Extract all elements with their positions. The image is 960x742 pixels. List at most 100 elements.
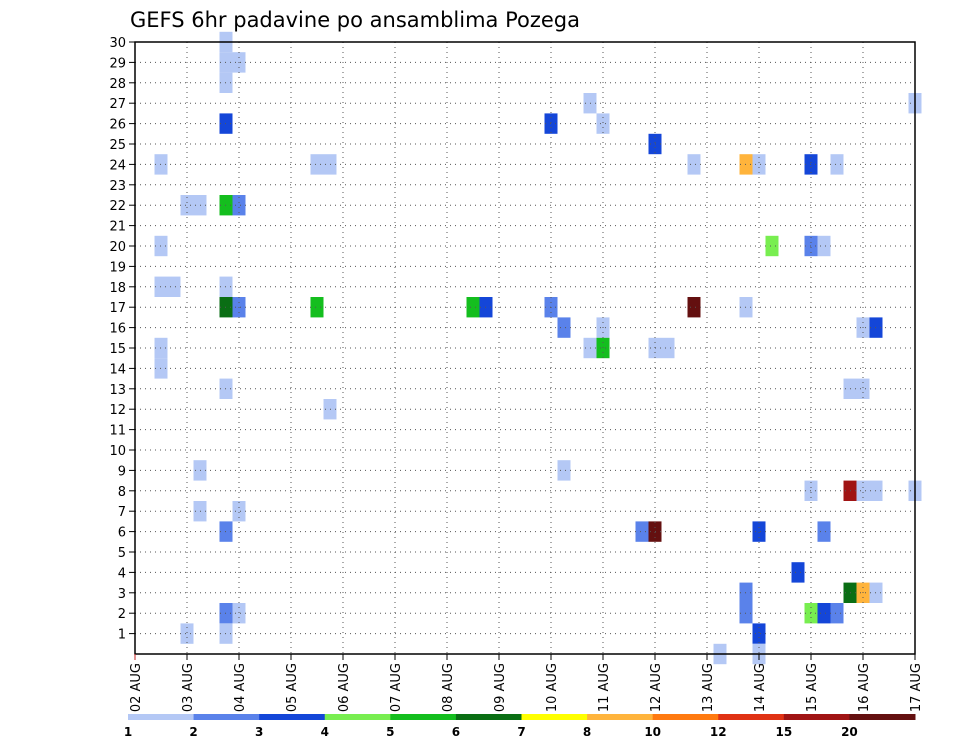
y-tick-label: 1 <box>118 628 126 643</box>
x-tick-label: 04 AUG <box>233 663 248 712</box>
x-tick-label: 10 AUG <box>545 663 560 712</box>
colorbar-swatch <box>718 714 785 720</box>
y-tick-label: 21 <box>109 220 126 235</box>
colorbar-label: 6 <box>452 725 460 739</box>
x-tick-label: 07 AUG <box>389 663 404 712</box>
data-cell <box>661 337 675 359</box>
y-tick-label: 19 <box>109 260 126 275</box>
colorbar-label: 12 <box>710 725 727 739</box>
x-tick-label: 08 AUG <box>441 663 456 712</box>
y-tick-label: 13 <box>109 383 126 398</box>
y-tick-label: 20 <box>109 240 126 255</box>
y-tick-label: 18 <box>109 281 126 296</box>
data-cell <box>232 501 246 522</box>
x-tick-label: 16 AUG <box>857 663 872 712</box>
colorbar: 1 2 3 4 5 6 7 8 10 12 15 20 <box>124 714 916 739</box>
y-tick-label: 2 <box>118 607 126 622</box>
y-tick-label: 10 <box>109 444 126 459</box>
y-tick-label: 26 <box>109 118 126 133</box>
colorbar-swatch <box>783 714 850 720</box>
y-tick-label: 17 <box>109 301 126 316</box>
grid-layer <box>135 42 915 654</box>
data-cell <box>557 460 571 481</box>
x-tick-label: 09 AUG <box>493 663 508 712</box>
data-cell <box>635 521 649 542</box>
data-cell <box>180 623 194 644</box>
data-cell <box>752 154 766 175</box>
colorbar-swatch <box>652 714 719 720</box>
data-cell <box>856 480 870 501</box>
colorbar-swatch <box>128 714 195 720</box>
y-tick-label: 4 <box>118 566 126 581</box>
y-tick-label: 22 <box>109 199 126 214</box>
x-axis: 02 AUG 03 AUG 04 AUG 05 AUG 06 AUG 07 AUG 08 A… <box>129 654 924 712</box>
colorbar-swatch <box>587 714 654 720</box>
data-cell <box>232 195 246 216</box>
x-tick-label: 15 AUG <box>805 663 820 712</box>
data-cell <box>167 276 181 297</box>
y-tick-label: 16 <box>109 322 126 337</box>
x-tick-label: 03 AUG <box>181 663 196 712</box>
colorbar-label: 5 <box>386 725 394 739</box>
data-cell <box>817 521 831 542</box>
y-tick-label: 25 <box>109 138 126 153</box>
data-cell <box>310 154 324 175</box>
y-tick-label: 23 <box>109 179 126 194</box>
x-tick-label: 05 AUG <box>285 663 300 712</box>
data-cell <box>752 623 766 644</box>
colorbar-swatch <box>390 714 457 720</box>
colorbar-swatch <box>455 714 522 720</box>
data-cell <box>596 113 610 134</box>
colorbar-label: 2 <box>189 725 197 739</box>
colorbar-label: 3 <box>255 725 263 739</box>
x-tick-label: 06 AUG <box>337 663 352 712</box>
y-tick-label: 15 <box>109 342 126 357</box>
chart-title: GEFS 6hr padavine po ansamblima Pozega <box>130 8 580 32</box>
y-tick-label: 7 <box>118 505 126 520</box>
x-tick-label: 02 AUG <box>129 663 144 712</box>
data-cell <box>557 317 571 338</box>
data-cell <box>752 521 766 542</box>
y-tick-label: 29 <box>109 56 126 71</box>
y-tick-label: 14 <box>109 362 126 377</box>
y-tick-label: 9 <box>118 464 126 479</box>
y-tick-label: 27 <box>109 97 126 112</box>
colorbar-label: 8 <box>583 725 591 739</box>
data-cell <box>830 154 844 175</box>
x-tick-label: 14 AUG <box>753 663 768 712</box>
y-tick-label: 11 <box>109 424 126 439</box>
data-cell <box>856 378 870 399</box>
data-cell <box>232 603 246 624</box>
colorbar-swatch <box>849 714 916 720</box>
data-cell <box>830 603 844 624</box>
y-tick-label: 8 <box>118 485 126 500</box>
y-axis: 1234567891011121314151617181920212223242… <box>109 36 135 643</box>
data-cell <box>310 297 324 318</box>
data-cell <box>817 235 831 257</box>
x-tick-label: 17 AUG <box>909 663 924 712</box>
colorbar-label: 4 <box>321 725 329 739</box>
colorbar-label: 10 <box>644 725 661 739</box>
y-tick-label: 5 <box>118 546 126 561</box>
y-tick-label: 24 <box>109 158 126 173</box>
colorbar-label: 7 <box>517 725 525 739</box>
data-cell <box>180 195 194 216</box>
colorbar-swatch <box>259 714 326 720</box>
colorbar-swatch <box>193 714 260 720</box>
y-tick-label: 28 <box>109 77 126 92</box>
data-cell <box>687 297 701 318</box>
data-cell <box>791 562 805 583</box>
x-tick-label: 11 AUG <box>597 663 612 712</box>
data-cell <box>817 603 831 624</box>
data-cell <box>466 297 480 318</box>
y-tick-label: 12 <box>109 403 126 418</box>
cells-layer <box>154 31 922 665</box>
colorbar-label: 15 <box>775 725 792 739</box>
data-cell <box>765 235 779 257</box>
colorbar-label: 1 <box>124 725 132 739</box>
y-tick-label: 6 <box>118 526 126 541</box>
colorbar-label: 20 <box>841 725 858 739</box>
colorbar-swatch <box>521 714 588 720</box>
x-tick-label: 12 AUG <box>649 663 664 712</box>
